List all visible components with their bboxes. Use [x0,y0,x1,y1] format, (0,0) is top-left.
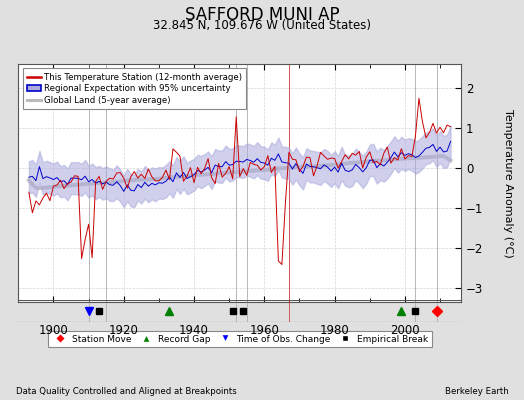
Text: 1940: 1940 [179,324,209,336]
Y-axis label: Temperature Anomaly (°C): Temperature Anomaly (°C) [503,109,513,257]
Text: 32.845 N, 109.676 W (United States): 32.845 N, 109.676 W (United States) [153,19,371,32]
Text: Data Quality Controlled and Aligned at Breakpoints: Data Quality Controlled and Aligned at B… [16,387,236,396]
Text: 1920: 1920 [109,324,139,336]
Text: 1960: 1960 [249,324,279,336]
Legend: Station Move, Record Gap, Time of Obs. Change, Empirical Break: Station Move, Record Gap, Time of Obs. C… [48,331,432,347]
Text: SAFFORD MUNI AP: SAFFORD MUNI AP [184,6,340,24]
Legend: This Temperature Station (12-month average), Regional Expectation with 95% uncer: This Temperature Station (12-month avera… [23,68,246,109]
Text: Berkeley Earth: Berkeley Earth [444,387,508,396]
Text: 1900: 1900 [39,324,68,336]
Text: 1980: 1980 [320,324,350,336]
Text: 2000: 2000 [390,324,420,336]
